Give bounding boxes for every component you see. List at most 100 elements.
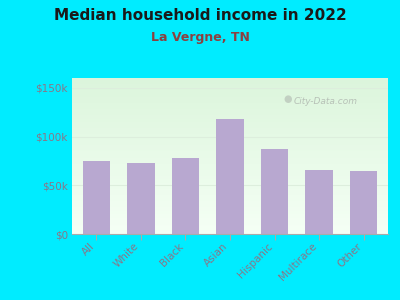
Bar [72, 221, 388, 223]
Bar [72, 218, 388, 220]
Bar [72, 131, 388, 133]
Bar [72, 104, 388, 106]
Bar [72, 118, 388, 120]
Bar [72, 164, 388, 165]
Bar [72, 190, 388, 192]
Bar [72, 123, 388, 125]
Bar [72, 125, 388, 126]
Bar [72, 220, 388, 221]
Bar [72, 151, 388, 153]
Bar [72, 187, 388, 189]
Bar [172, 158, 199, 234]
Bar [72, 200, 388, 201]
Bar [72, 159, 388, 161]
Bar [72, 204, 388, 206]
Bar [72, 201, 388, 203]
Bar [72, 198, 388, 200]
Bar [72, 148, 388, 150]
Bar [72, 109, 388, 111]
Bar [72, 133, 388, 134]
Bar [72, 192, 388, 194]
Bar [72, 95, 388, 97]
Bar [72, 106, 388, 108]
Bar [72, 206, 388, 208]
Bar [72, 97, 388, 98]
Bar [72, 158, 388, 159]
Bar [72, 175, 388, 176]
Bar [72, 208, 388, 209]
Bar [72, 172, 388, 173]
Bar [72, 170, 388, 172]
Bar [72, 226, 388, 228]
Bar [72, 196, 388, 198]
Text: City-Data.com: City-Data.com [293, 97, 357, 106]
Bar [72, 182, 388, 184]
Bar [72, 225, 388, 226]
Bar [127, 163, 155, 234]
Bar [72, 214, 388, 215]
Bar [72, 120, 388, 122]
Bar [72, 161, 388, 162]
Bar [72, 100, 388, 101]
Bar [72, 80, 388, 81]
Bar [72, 189, 388, 190]
Bar [72, 81, 388, 83]
Bar [72, 137, 388, 139]
Bar [72, 181, 388, 182]
Bar [72, 108, 388, 109]
Bar [72, 91, 388, 92]
Bar [72, 111, 388, 112]
Bar [72, 78, 388, 80]
Bar [216, 119, 244, 234]
Bar [72, 215, 388, 217]
Bar [72, 179, 388, 181]
Bar [72, 143, 388, 145]
Bar [72, 228, 388, 229]
Bar [72, 229, 388, 231]
Bar [72, 231, 388, 232]
Bar [72, 126, 388, 128]
Bar [72, 103, 388, 104]
Bar [72, 211, 388, 212]
Bar [72, 232, 388, 234]
Bar [72, 169, 388, 170]
Text: La Vergne, TN: La Vergne, TN [150, 32, 250, 44]
Bar [72, 195, 388, 196]
Bar [72, 142, 388, 143]
Bar [72, 140, 388, 142]
Bar [72, 112, 388, 114]
Bar [72, 94, 388, 95]
Bar [261, 149, 288, 234]
Bar [72, 217, 388, 218]
Bar [72, 136, 388, 137]
Bar [72, 116, 388, 117]
Bar [72, 117, 388, 118]
Bar [72, 176, 388, 178]
Bar [72, 178, 388, 179]
Bar [72, 153, 388, 154]
Bar [72, 156, 388, 158]
Text: ●: ● [284, 94, 292, 104]
Bar [72, 150, 388, 151]
Bar [72, 212, 388, 214]
Bar [350, 171, 377, 234]
Bar [72, 92, 388, 94]
Text: Median household income in 2022: Median household income in 2022 [54, 8, 346, 22]
Bar [72, 145, 388, 147]
Bar [72, 184, 388, 186]
Bar [305, 169, 333, 234]
Bar [72, 130, 388, 131]
Bar [72, 194, 388, 195]
Bar [72, 83, 388, 84]
Bar [72, 154, 388, 156]
Bar [72, 223, 388, 225]
Bar [72, 87, 388, 89]
Bar [72, 186, 388, 187]
Bar [72, 173, 388, 175]
Bar [72, 139, 388, 140]
Bar [72, 98, 388, 100]
Bar [72, 167, 388, 169]
Bar [72, 162, 388, 164]
Bar [83, 161, 110, 234]
Bar [72, 122, 388, 123]
